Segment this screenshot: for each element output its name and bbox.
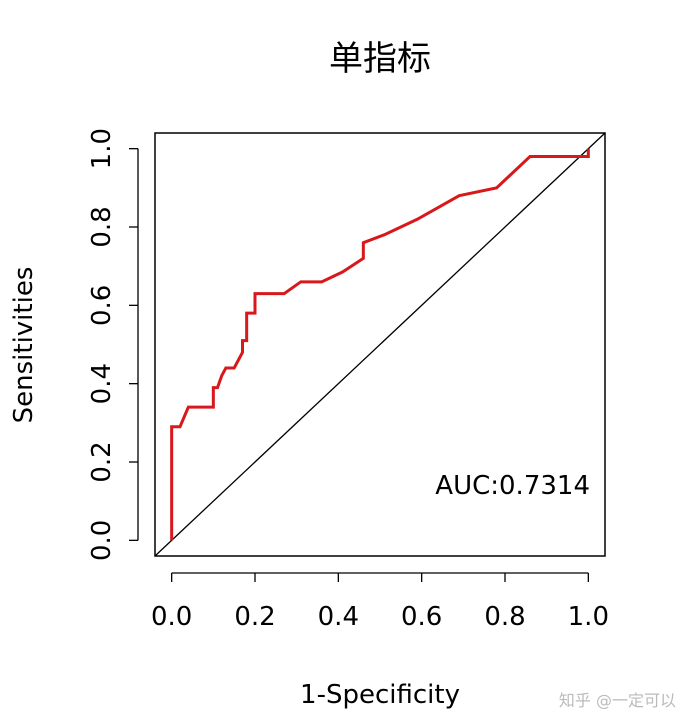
y-tick-label: 1.0: [87, 128, 117, 169]
x-tick-label: 0.0: [151, 602, 192, 632]
x-tick-label: 0.4: [318, 602, 359, 632]
x-tick-label: 0.8: [484, 602, 525, 632]
x-tick-label: 1.0: [568, 602, 609, 632]
y-tick-label: 0.6: [87, 285, 117, 326]
chart-title: 单指标: [329, 39, 431, 79]
x-axis-label: 1-Specificity: [300, 680, 460, 710]
y-tick-label: 0.4: [87, 363, 117, 404]
y-axis-label: Sensitivities: [9, 267, 39, 424]
x-tick-label: 0.6: [401, 602, 442, 632]
y-tick-label: 0.0: [87, 520, 117, 561]
reference-diagonal: [154, 132, 606, 557]
roc-curve: [170, 148, 590, 541]
y-tick-label: 0.2: [87, 441, 117, 482]
x-tick-label: 0.2: [234, 602, 275, 632]
annotation: AUC:0.7314: [435, 471, 590, 501]
plot-frame: [154, 132, 606, 557]
watermark: 知乎 @一定可以: [559, 691, 676, 710]
y-tick-label: 0.8: [87, 206, 117, 247]
